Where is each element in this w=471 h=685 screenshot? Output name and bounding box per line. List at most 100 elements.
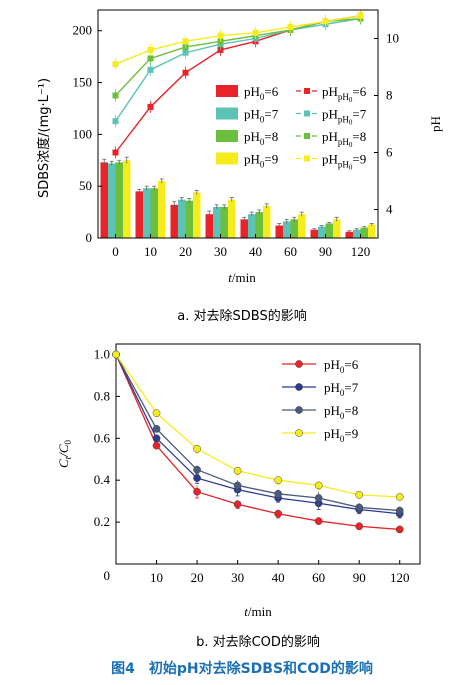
b-point [355, 491, 364, 499]
a-bar-pH0=7 [353, 229, 361, 238]
b-legend-label-part-2: =6 [344, 357, 358, 372]
a-legend-label-part-0: pH [244, 152, 260, 167]
b-x-tick-label: 20 [191, 570, 204, 585]
a-x-tick-label: 10 [144, 244, 157, 259]
a-legend-label-part-1: 0 [260, 92, 265, 102]
b-point [193, 474, 201, 482]
a-x-tick-label: 60 [284, 244, 297, 259]
a-legend-label-part-1: 0 [260, 160, 265, 170]
b-point [233, 466, 242, 475]
b-point [152, 441, 161, 450]
b-legend-label-part-1: 0 [340, 434, 345, 444]
b-legend-label-part-0: pH [324, 426, 340, 441]
b-y-label-sub1: t [63, 456, 73, 459]
a-bar-pH0=9 [368, 224, 376, 238]
a-legend: pH0=6pH0=7pH0=8pH0=9pHpH0=6pHpH0=7pHpH0=… [216, 84, 367, 172]
b-x-tick-label: 30 [231, 570, 244, 585]
a-legend-ph-label-part-1: pH [338, 115, 350, 125]
a-y2-axis-label: pH [428, 116, 443, 132]
b-point [355, 503, 364, 512]
b-point [314, 494, 323, 502]
b-y-label-c: C [56, 459, 71, 468]
b-point [193, 487, 201, 496]
a-legend-ph-label-part-0: pH [322, 84, 338, 99]
b-legend-marker [295, 406, 303, 414]
b-y-tick-label: 1.0 [94, 346, 110, 361]
a-bar-pH0=8 [220, 206, 228, 238]
a-x-label-unit: /min [232, 270, 256, 285]
b-line-pH0=8 [115, 354, 400, 512]
a-legend-ph-label-part-3: =8 [352, 129, 366, 144]
b-legend-label-part-1: 0 [340, 411, 345, 421]
a-legend-ph-label-part-2: 0 [349, 164, 353, 172]
a-legend-ph-label-part-2: 0 [349, 141, 353, 149]
a-x-tick-label: 40 [249, 244, 262, 259]
a-y-tick-label: 200 [73, 23, 93, 38]
b-y-tick-label: 0.8 [94, 388, 110, 403]
a-legend-label-part-0: pH [244, 129, 260, 144]
a-ph-line-pHpH0=7 [114, 17, 361, 122]
a-legend-ph-label-part-1: pH [338, 160, 350, 170]
a-y-axis-label: SDBS浓度/(mg·L⁻¹) [36, 78, 52, 198]
b-legend-marker [295, 429, 303, 437]
b-x-label-var: t [244, 604, 248, 619]
a-plot-frame [97, 9, 379, 239]
a-legend-marker [304, 88, 310, 94]
b-origin-label: 0 [104, 568, 111, 583]
a-legend-marker [304, 133, 310, 139]
b-point [314, 481, 323, 490]
a-bar-pH0=8 [255, 212, 263, 238]
a-legend-ph-label: pHpH0=9 [322, 152, 366, 172]
a-legend-label-part-2: =7 [264, 107, 278, 122]
b-point [152, 434, 161, 443]
b-legend-label: pH0=7 [324, 380, 359, 398]
b-line-pH0=9 [115, 354, 400, 498]
a-legend-ph-label-part-3: =9 [352, 152, 366, 167]
b-legend-label-part-0: pH [324, 380, 340, 395]
a-y-tick-label: 50 [79, 178, 92, 193]
a-y-tick-label: 150 [73, 75, 93, 90]
a-bar-pH0=9 [123, 160, 131, 238]
a-x-axis-label: t/min [228, 270, 256, 285]
a-bar-pH0=8 [325, 223, 333, 238]
b-y-label-sub2: 0 [63, 440, 73, 445]
b-point [274, 509, 282, 518]
b-point [274, 489, 282, 498]
a-legend-label-part-2: =9 [264, 152, 278, 167]
b-point [193, 444, 201, 453]
a-legend-swatch [216, 152, 238, 165]
panel-b-cod-chart: 0.20.40.60.81.00 10 20 30 40 60 90 120 pH0=6pH0… [56, 343, 421, 650]
b-x-label-unit: /min [248, 604, 272, 619]
a-y2-tick-label: 10 [386, 31, 399, 46]
a-y-tick-label: 100 [73, 126, 93, 141]
a-legend-ph-label-part-3: =7 [352, 107, 366, 122]
a-bar-pH0=6 [135, 191, 143, 238]
a-legend-ph-label-part-1: pH [338, 137, 350, 147]
a-ph-lines-group [112, 9, 364, 159]
a-bar-pH0=9 [193, 192, 201, 238]
a-legend-ph-label-part-2: 0 [349, 119, 353, 127]
b-point [395, 525, 404, 534]
b-point [395, 493, 404, 501]
a-legend-label-part-2: =6 [264, 84, 278, 99]
a-legend-label: pH0=6 [244, 84, 279, 102]
a-legend-ph-label-part-2: 0 [349, 96, 353, 104]
b-legend-label: pH0=8 [324, 403, 358, 421]
a-legend-label: pH0=9 [244, 152, 278, 170]
b-x-tick-label: 10 [150, 570, 163, 585]
a-bar-pH0=7 [213, 206, 221, 238]
a-bar-pH0=6 [275, 225, 283, 238]
a-bar-pH0=8 [360, 227, 368, 238]
a-bar-pH0=9 [263, 205, 271, 238]
a-bar-pH0=8 [115, 162, 123, 238]
b-axes-group: 0.2 0.4 0.6 0.8 1.0 0 10 20 30 40 60 90 120 [94, 343, 421, 585]
a-bar-pH0=6 [345, 231, 353, 238]
a-bar-pH0=7 [283, 221, 291, 238]
a-legend-label-part-0: pH [244, 107, 260, 122]
b-legend-label-part-1: 0 [340, 388, 345, 398]
b-point [152, 425, 161, 433]
a-bar-pH0=8 [290, 219, 298, 238]
a-y2-tick-label: 8 [386, 88, 393, 103]
a-legend-marker [304, 155, 310, 162]
